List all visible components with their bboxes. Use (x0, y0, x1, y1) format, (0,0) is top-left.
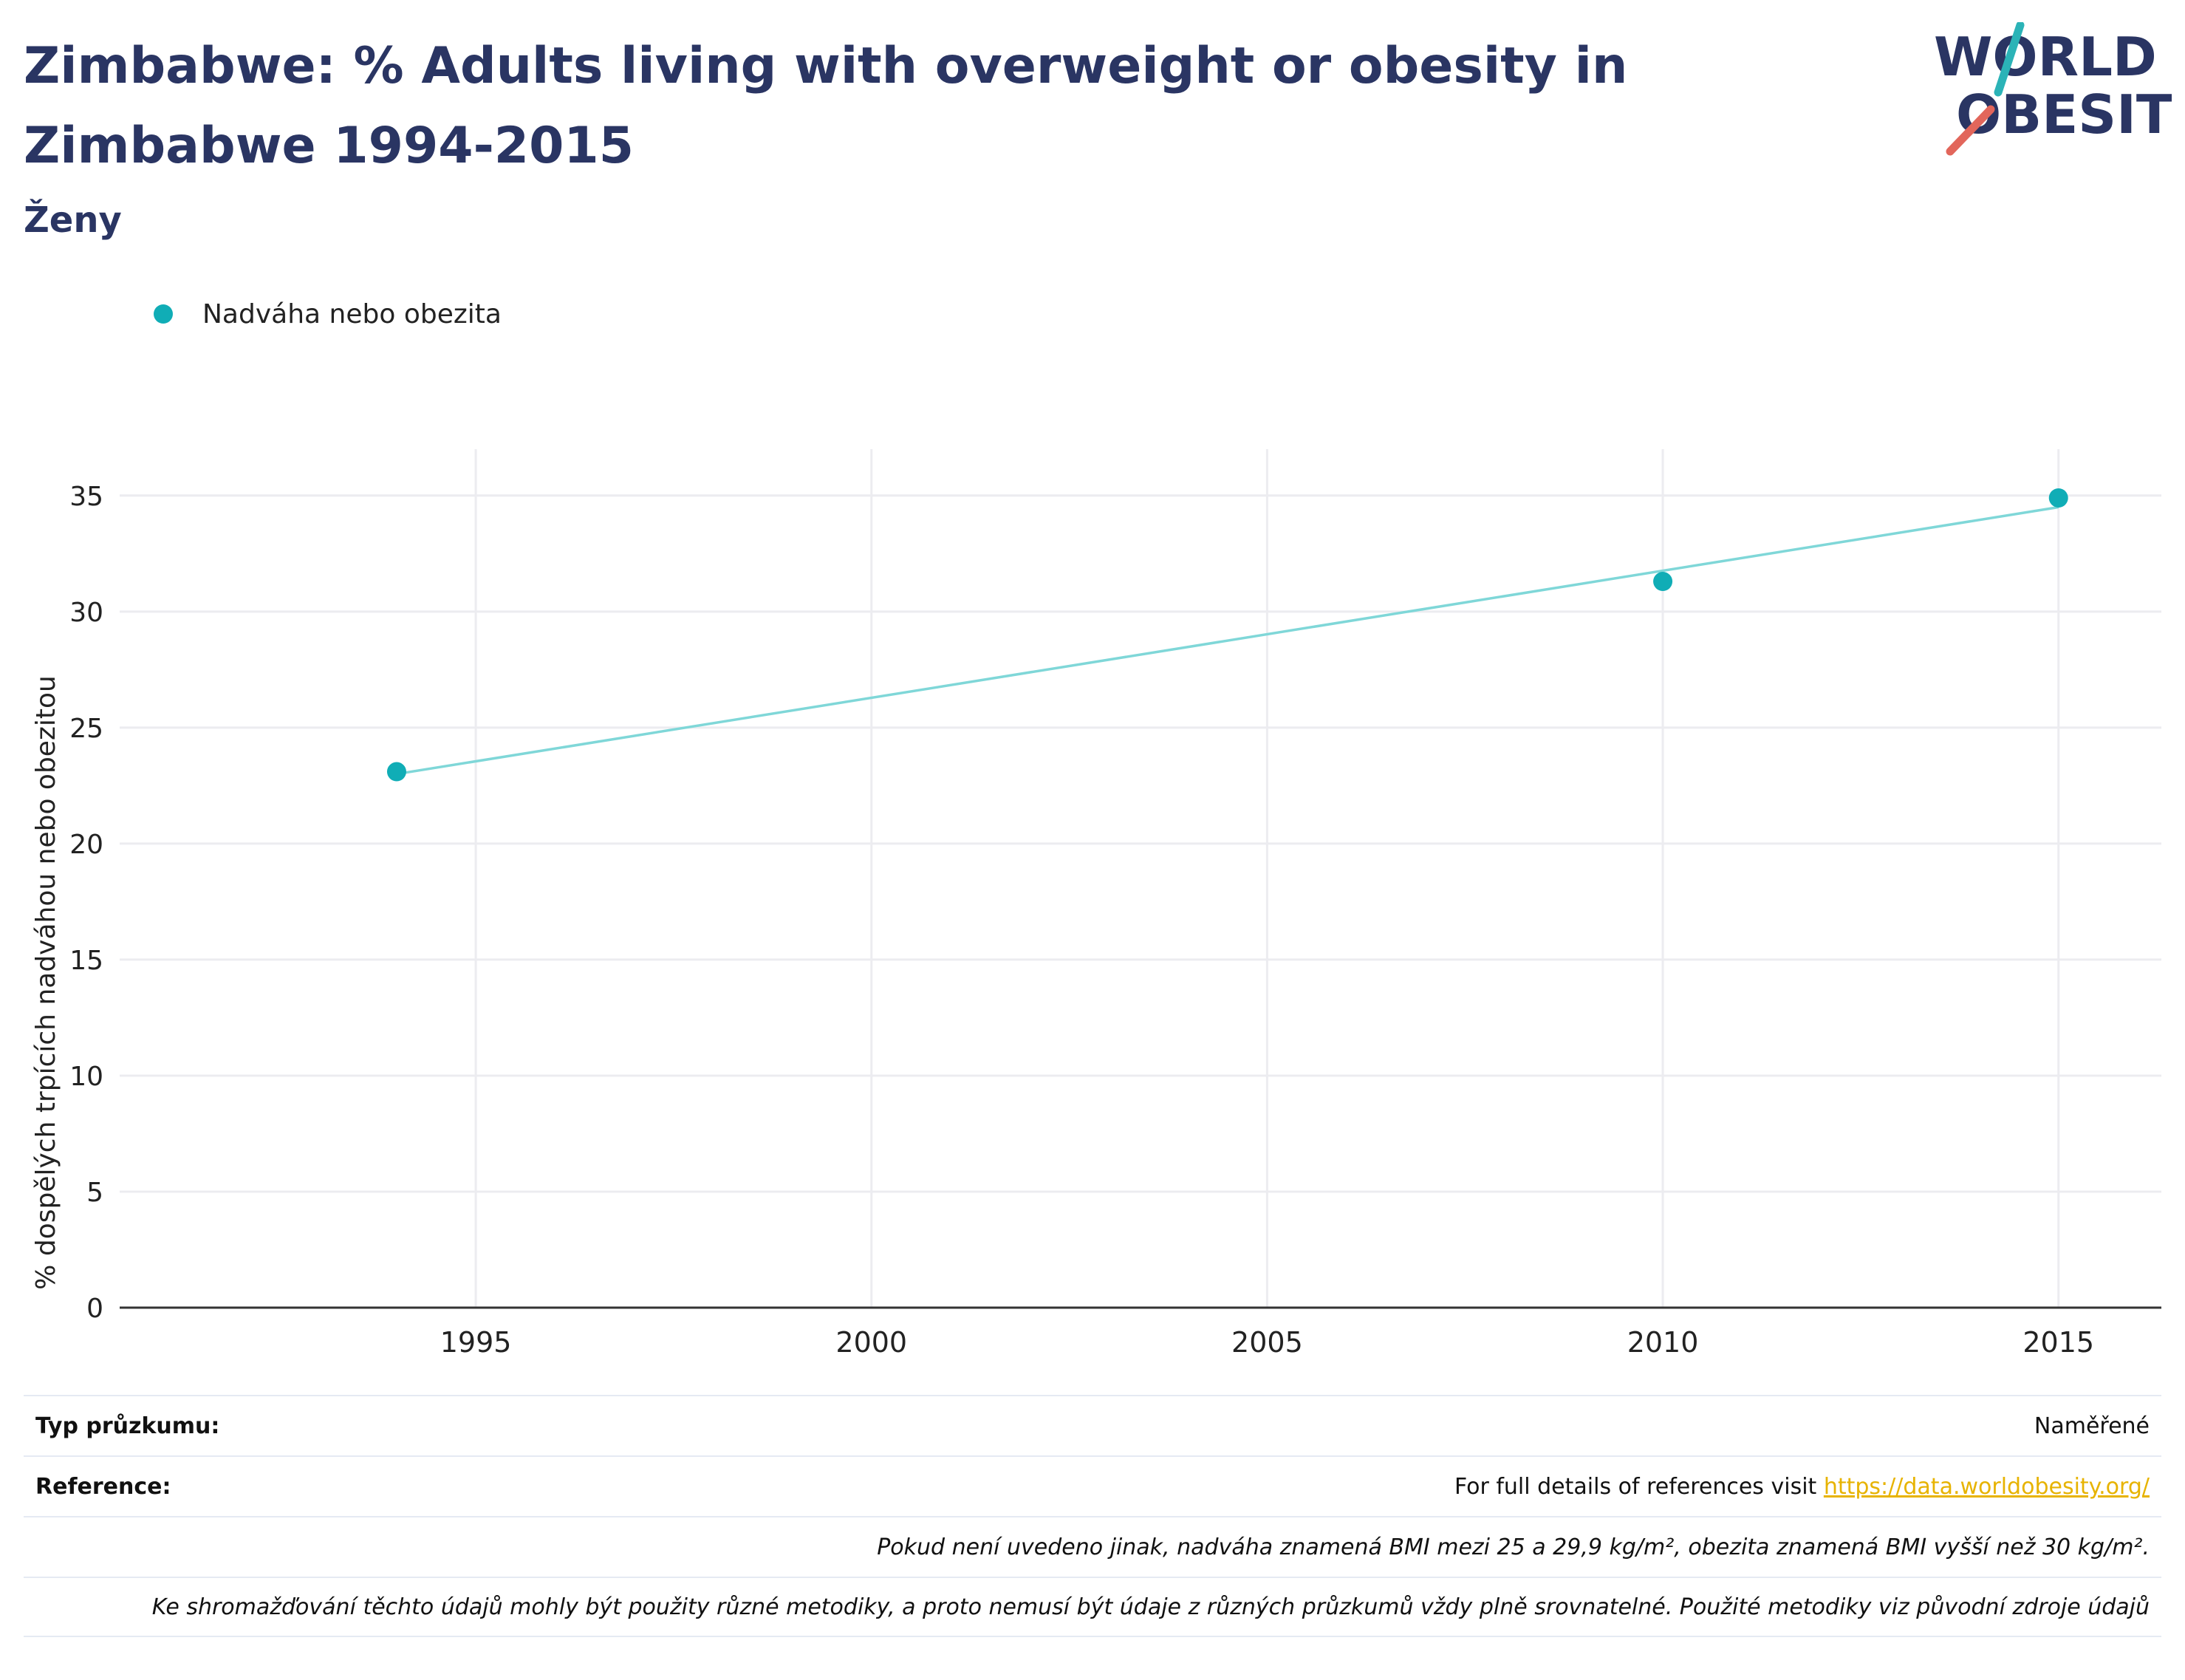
footer-row-reference: Reference: For full details of reference… (24, 1455, 2161, 1516)
footer-row-note-bmi: Pokud není uvedeno jinak, nadváha znamen… (24, 1516, 2161, 1577)
y-tick-label: 35 (69, 482, 103, 512)
trend-line (396, 505, 2059, 776)
x-tick-label: 2005 (1231, 1326, 1303, 1359)
x-tick-label: 2010 (1627, 1326, 1699, 1359)
data-point (2048, 488, 2068, 508)
reference-value: For full details of references visit htt… (1454, 1474, 2150, 1500)
x-tick-label: 1995 (440, 1326, 512, 1359)
chart-title: Zimbabwe: % Adults living with overweigh… (24, 37, 1628, 175)
logo-text-obesity: OBESITY (1956, 83, 2172, 146)
world-obesity-logo: WORLD OBESITY (1934, 22, 2172, 156)
data-points (386, 488, 2068, 782)
x-tick-label: 2000 (835, 1326, 907, 1359)
legend-label: Nadváha nebo obezita (202, 298, 502, 329)
y-axis-label: % dospělých trpících nadváhou nebo obezi… (31, 675, 61, 1290)
reference-link[interactable]: https://data.worldobesity.org/ (1823, 1473, 2150, 1500)
footer-row-note-methods: Ke shromažďování těchto údajů mohly být … (24, 1577, 2161, 1637)
trend-line-group (396, 505, 2059, 776)
y-tick-label: 25 (69, 714, 103, 744)
x-tick-label: 2015 (2022, 1326, 2094, 1359)
note-bmi: Pokud není uvedeno jinak, nadváha znamen… (877, 1534, 2150, 1560)
reference-text: For full details of references visit (1454, 1473, 1817, 1500)
note-methods: Ke shromažďování těchto údajů mohly být … (151, 1594, 2150, 1620)
chart-footer: Typ průzkumu: Naměřené Reference: For fu… (24, 1395, 2161, 1637)
y-tick-label: 10 (69, 1062, 103, 1092)
logo-slash-coral (1946, 105, 1995, 156)
reference-label: Reference: (35, 1473, 171, 1500)
y-tick-label: 5 (86, 1178, 103, 1208)
chart-subtitle: Ženy (24, 199, 122, 241)
y-tick-label: 30 (69, 598, 103, 628)
x-tick-labels: 1995 2000 2005 2010 2015 (440, 1326, 2094, 1359)
footer-row-survey-type: Typ průzkumu: Naměřené (24, 1395, 2161, 1455)
logo-text-world: WORLD (1934, 26, 2157, 88)
legend-marker (154, 304, 173, 324)
scatter-chart: 0 5 10 15 20 25 30 35 1995 2000 2005 2010 2015 % do… (31, 449, 2161, 1359)
y-tick-label: 0 (86, 1294, 103, 1324)
grid-lines (120, 449, 2161, 1308)
logo-slash-teal (1994, 22, 2025, 97)
chart-legend: Nadváha nebo obezita (154, 296, 502, 332)
y-tick-labels: 0 5 10 15 20 25 30 35 (69, 482, 103, 1324)
y-tick-label: 20 (69, 830, 103, 860)
y-tick-label: 15 (69, 946, 103, 976)
survey-type-label: Typ průzkumu: (35, 1413, 220, 1439)
data-point (386, 762, 406, 782)
survey-type-value: Naměřené (2034, 1413, 2150, 1439)
data-point (1653, 572, 1673, 592)
